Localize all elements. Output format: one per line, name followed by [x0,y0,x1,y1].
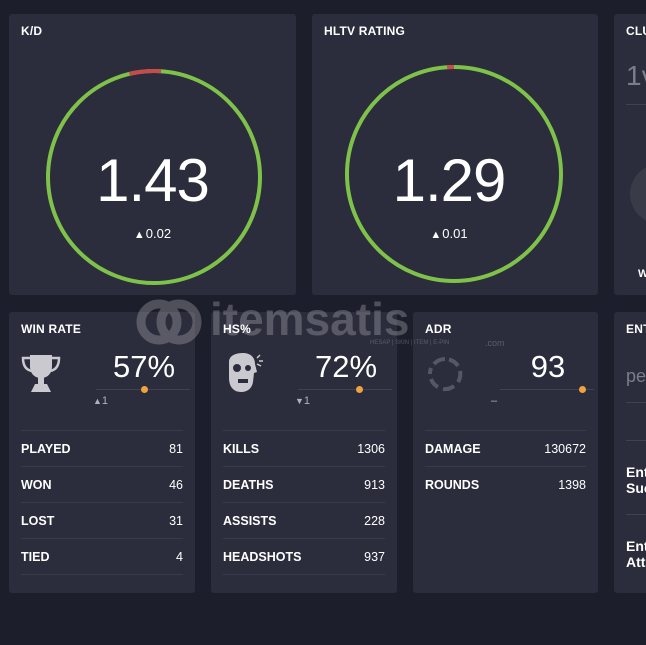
hltv-value: 1.29 [306,146,592,215]
hs-card: HS% 72% ▼1 KILLS 1306 DEATHS 913 ASSISTS 22… [211,312,397,593]
table-row: ROUNDS 1398 [425,466,586,502]
hs-title: HS% [223,322,251,336]
table-row: HEADSHOTS 937 [223,538,385,575]
spinner-ring-icon [425,352,465,394]
entry-divider-3 [626,514,646,515]
entry-placeholder: pe [626,366,646,387]
adr-dot [579,386,586,393]
caret-down-icon: ▼ [295,396,304,406]
adr-value: 93 [498,349,598,385]
hs-bar [298,389,392,390]
entry-divider-1 [626,402,646,403]
winrate-title: WIN RATE [21,322,81,336]
kd-value: 1.43 [9,146,296,215]
adr-title: ADR [425,322,452,336]
table-row: DEATHS 913 [223,466,385,502]
winrate-delta: ▲1 [93,395,108,407]
caret-up-icon: ▲ [430,229,441,241]
caret-up-icon: ▲ [134,229,145,241]
winrate-dot [141,386,148,393]
clutch-divider [626,104,646,105]
winrate-rows: PLAYED 81 WON 46 LOST 31 TIED 4 [9,430,195,575]
adr-card: ADR 93 – DAMAGE 130672 ROUNDS 1398 [413,312,598,593]
entry-title: ENT [626,322,646,336]
hs-dot [356,386,363,393]
table-row: PLAYED 81 [21,430,183,466]
clutch-card: CLU 1v W [614,14,646,295]
hs-delta: ▼1 [295,395,310,407]
kd-delta: ▲0.02 [9,226,296,241]
clutch-title: CLU [626,24,646,38]
clutch-value: 1v [626,60,646,92]
entry-row-2: Ent Att [626,538,646,570]
table-row: ASSISTS 228 [223,502,385,538]
entry-divider-2 [626,440,646,441]
head-target-icon [223,352,263,394]
trophy-icon [21,352,61,394]
hs-pct: 72% [296,349,396,385]
adr-delta: – [491,395,497,407]
entry-row-1: Ent Suc [626,464,646,496]
winrate-card: WIN RATE 57% ▲1 PLAYED 81 WON 46 LOST 31 TI… [9,312,195,593]
clutch-avatar [630,164,646,224]
hltv-card: HLTV RATING 1.29 ▲0.01 [312,14,598,295]
winrate-pct: 57% [94,349,194,385]
hs-rows: KILLS 1306 DEATHS 913 ASSISTS 228 HEADSHOTS… [211,430,397,575]
entry-card: ENT pe Ent Suc Ent Att [614,312,646,593]
table-row: LOST 31 [21,502,183,538]
table-row: WON 46 [21,466,183,502]
table-row: DAMAGE 130672 [425,430,586,466]
table-row: TIED 4 [21,538,183,575]
clutch-footer: W [638,268,646,280]
caret-up-icon: ▲ [93,396,102,406]
adr-rows: DAMAGE 130672 ROUNDS 1398 [413,430,598,502]
table-row: KILLS 1306 [223,430,385,466]
kd-card: K/D 1.43 ▲0.02 [9,14,296,295]
hltv-delta: ▲0.01 [306,226,592,241]
